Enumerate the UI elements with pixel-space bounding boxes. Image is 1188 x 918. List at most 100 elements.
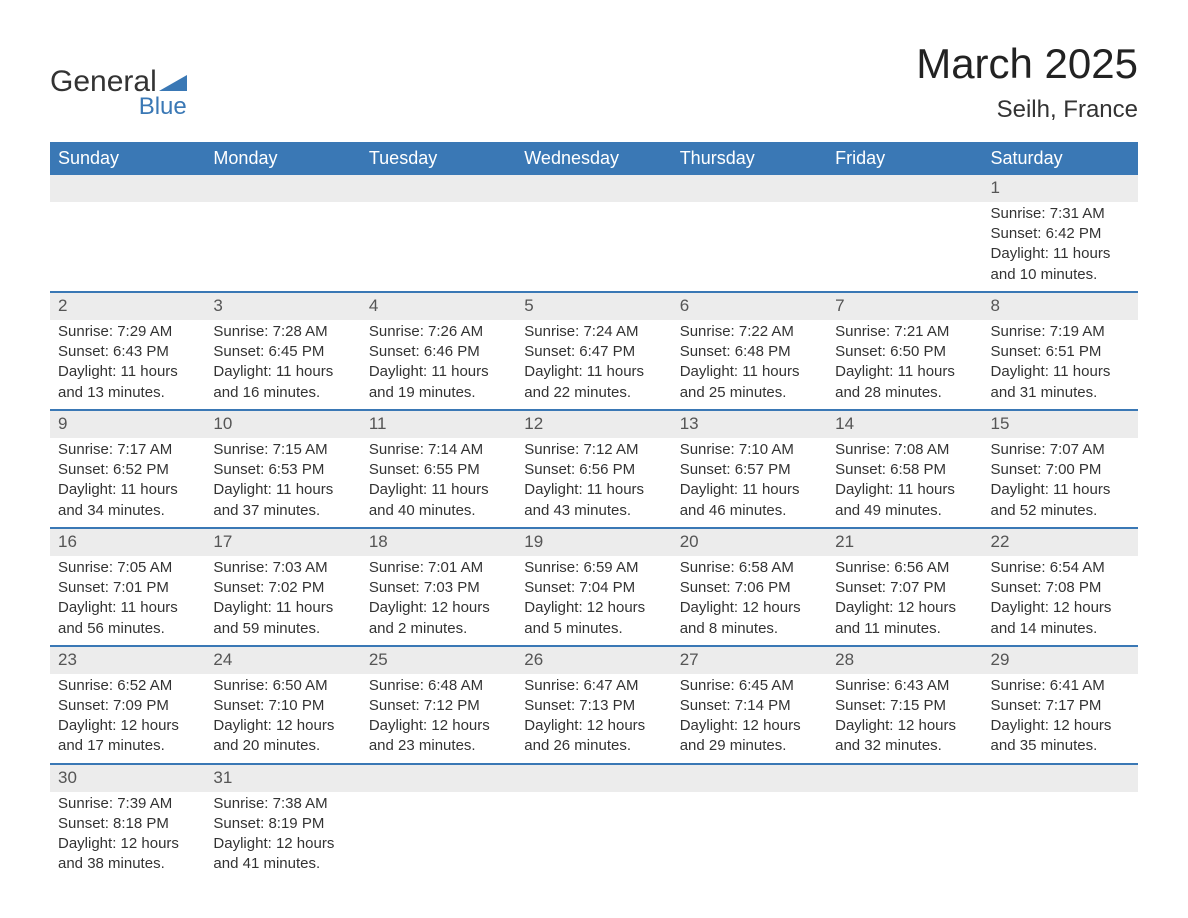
calendar-week-row: 23Sunrise: 6:52 AMSunset: 7:09 PMDayligh… bbox=[50, 646, 1138, 764]
day-sunrise: Sunrise: 7:19 AM bbox=[991, 322, 1130, 342]
calendar-week-row: 2Sunrise: 7:29 AMSunset: 6:43 PMDaylight… bbox=[50, 292, 1138, 410]
day-header: Sunday bbox=[50, 142, 205, 175]
day-day2: and 14 minutes. bbox=[991, 619, 1130, 639]
day-day1: Daylight: 12 hours bbox=[58, 834, 197, 854]
day-day2: and 31 minutes. bbox=[991, 383, 1130, 403]
day-day2: and 8 minutes. bbox=[680, 619, 819, 639]
calendar-body: 1Sunrise: 7:31 AMSunset: 6:42 PMDaylight… bbox=[50, 175, 1138, 881]
calendar-cell: 12Sunrise: 7:12 AMSunset: 6:56 PMDayligh… bbox=[516, 410, 671, 528]
day-sunset: Sunset: 7:01 PM bbox=[58, 578, 197, 598]
day-day2: and 16 minutes. bbox=[213, 383, 352, 403]
empty-day-num bbox=[827, 175, 982, 202]
day-sunrise: Sunrise: 7:05 AM bbox=[58, 558, 197, 578]
day-sunset: Sunset: 7:07 PM bbox=[835, 578, 974, 598]
day-sunrise: Sunrise: 7:10 AM bbox=[680, 440, 819, 460]
day-day2: and 11 minutes. bbox=[835, 619, 974, 639]
day-sunrise: Sunrise: 7:15 AM bbox=[213, 440, 352, 460]
calendar-cell: 26Sunrise: 6:47 AMSunset: 7:13 PMDayligh… bbox=[516, 646, 671, 764]
calendar-cell: 23Sunrise: 6:52 AMSunset: 7:09 PMDayligh… bbox=[50, 646, 205, 764]
logo-text-blue: Blue bbox=[135, 93, 187, 121]
day-day2: and 34 minutes. bbox=[58, 501, 197, 521]
calendar-cell: 5Sunrise: 7:24 AMSunset: 6:47 PMDaylight… bbox=[516, 292, 671, 410]
day-content: Sunrise: 7:03 AMSunset: 7:02 PMDaylight:… bbox=[205, 556, 360, 645]
day-day2: and 43 minutes. bbox=[524, 501, 663, 521]
day-day2: and 29 minutes. bbox=[680, 736, 819, 756]
calendar-cell: 7Sunrise: 7:21 AMSunset: 6:50 PMDaylight… bbox=[827, 292, 982, 410]
day-sunset: Sunset: 6:52 PM bbox=[58, 460, 197, 480]
calendar-cell bbox=[672, 175, 827, 292]
calendar-cell bbox=[50, 175, 205, 292]
day-number: 8 bbox=[983, 293, 1138, 320]
day-sunset: Sunset: 7:14 PM bbox=[680, 696, 819, 716]
day-content: Sunrise: 7:26 AMSunset: 6:46 PMDaylight:… bbox=[361, 320, 516, 409]
day-sunset: Sunset: 6:46 PM bbox=[369, 342, 508, 362]
day-number: 27 bbox=[672, 647, 827, 674]
day-day1: Daylight: 11 hours bbox=[991, 244, 1130, 264]
day-sunrise: Sunrise: 7:03 AM bbox=[213, 558, 352, 578]
empty-day-num bbox=[672, 175, 827, 202]
day-day2: and 32 minutes. bbox=[835, 736, 974, 756]
calendar-cell bbox=[827, 764, 982, 881]
day-content: Sunrise: 6:58 AMSunset: 7:06 PMDaylight:… bbox=[672, 556, 827, 645]
day-number: 11 bbox=[361, 411, 516, 438]
day-day2: and 2 minutes. bbox=[369, 619, 508, 639]
empty-day-num bbox=[361, 175, 516, 202]
day-sunrise: Sunrise: 7:38 AM bbox=[213, 794, 352, 814]
day-day2: and 5 minutes. bbox=[524, 619, 663, 639]
calendar-cell: 30Sunrise: 7:39 AMSunset: 8:18 PMDayligh… bbox=[50, 764, 205, 881]
day-header: Friday bbox=[827, 142, 982, 175]
day-sunrise: Sunrise: 7:28 AM bbox=[213, 322, 352, 342]
day-number: 21 bbox=[827, 529, 982, 556]
day-sunset: Sunset: 6:53 PM bbox=[213, 460, 352, 480]
day-day1: Daylight: 12 hours bbox=[58, 716, 197, 736]
day-day1: Daylight: 12 hours bbox=[680, 598, 819, 618]
day-header: Thursday bbox=[672, 142, 827, 175]
day-sunset: Sunset: 6:56 PM bbox=[524, 460, 663, 480]
day-content: Sunrise: 6:50 AMSunset: 7:10 PMDaylight:… bbox=[205, 674, 360, 763]
logo: General Blue bbox=[50, 65, 187, 121]
day-sunset: Sunset: 6:47 PM bbox=[524, 342, 663, 362]
day-content: Sunrise: 7:08 AMSunset: 6:58 PMDaylight:… bbox=[827, 438, 982, 527]
calendar-week-row: 16Sunrise: 7:05 AMSunset: 7:01 PMDayligh… bbox=[50, 528, 1138, 646]
day-content: Sunrise: 7:15 AMSunset: 6:53 PMDaylight:… bbox=[205, 438, 360, 527]
day-sunset: Sunset: 7:15 PM bbox=[835, 696, 974, 716]
day-number: 4 bbox=[361, 293, 516, 320]
day-day1: Daylight: 11 hours bbox=[213, 598, 352, 618]
day-day2: and 23 minutes. bbox=[369, 736, 508, 756]
day-content: Sunrise: 7:07 AMSunset: 7:00 PMDaylight:… bbox=[983, 438, 1138, 527]
calendar-week-row: 9Sunrise: 7:17 AMSunset: 6:52 PMDaylight… bbox=[50, 410, 1138, 528]
day-sunrise: Sunrise: 7:17 AM bbox=[58, 440, 197, 460]
day-content: Sunrise: 7:05 AMSunset: 7:01 PMDaylight:… bbox=[50, 556, 205, 645]
day-day1: Daylight: 11 hours bbox=[58, 362, 197, 382]
day-number: 12 bbox=[516, 411, 671, 438]
day-sunset: Sunset: 6:55 PM bbox=[369, 460, 508, 480]
day-content: Sunrise: 6:43 AMSunset: 7:15 PMDaylight:… bbox=[827, 674, 982, 763]
day-sunrise: Sunrise: 7:31 AM bbox=[991, 204, 1130, 224]
calendar-cell: 24Sunrise: 6:50 AMSunset: 7:10 PMDayligh… bbox=[205, 646, 360, 764]
day-sunset: Sunset: 7:04 PM bbox=[524, 578, 663, 598]
calendar-cell: 20Sunrise: 6:58 AMSunset: 7:06 PMDayligh… bbox=[672, 528, 827, 646]
day-sunrise: Sunrise: 6:41 AM bbox=[991, 676, 1130, 696]
day-number: 18 bbox=[361, 529, 516, 556]
day-day1: Daylight: 12 hours bbox=[213, 716, 352, 736]
day-number: 10 bbox=[205, 411, 360, 438]
day-day1: Daylight: 11 hours bbox=[680, 362, 819, 382]
day-day1: Daylight: 11 hours bbox=[58, 480, 197, 500]
empty-day-num bbox=[361, 765, 516, 792]
day-day1: Daylight: 11 hours bbox=[213, 480, 352, 500]
day-sunrise: Sunrise: 6:50 AM bbox=[213, 676, 352, 696]
day-number: 7 bbox=[827, 293, 982, 320]
empty-day-num bbox=[50, 175, 205, 202]
day-header: Wednesday bbox=[516, 142, 671, 175]
day-content: Sunrise: 7:19 AMSunset: 6:51 PMDaylight:… bbox=[983, 320, 1138, 409]
day-sunrise: Sunrise: 7:07 AM bbox=[991, 440, 1130, 460]
day-header: Saturday bbox=[983, 142, 1138, 175]
day-sunrise: Sunrise: 6:48 AM bbox=[369, 676, 508, 696]
empty-day-num bbox=[672, 765, 827, 792]
day-day2: and 46 minutes. bbox=[680, 501, 819, 521]
day-day1: Daylight: 11 hours bbox=[835, 480, 974, 500]
day-sunrise: Sunrise: 6:47 AM bbox=[524, 676, 663, 696]
day-day2: and 52 minutes. bbox=[991, 501, 1130, 521]
day-sunset: Sunset: 7:02 PM bbox=[213, 578, 352, 598]
day-day2: and 22 minutes. bbox=[524, 383, 663, 403]
